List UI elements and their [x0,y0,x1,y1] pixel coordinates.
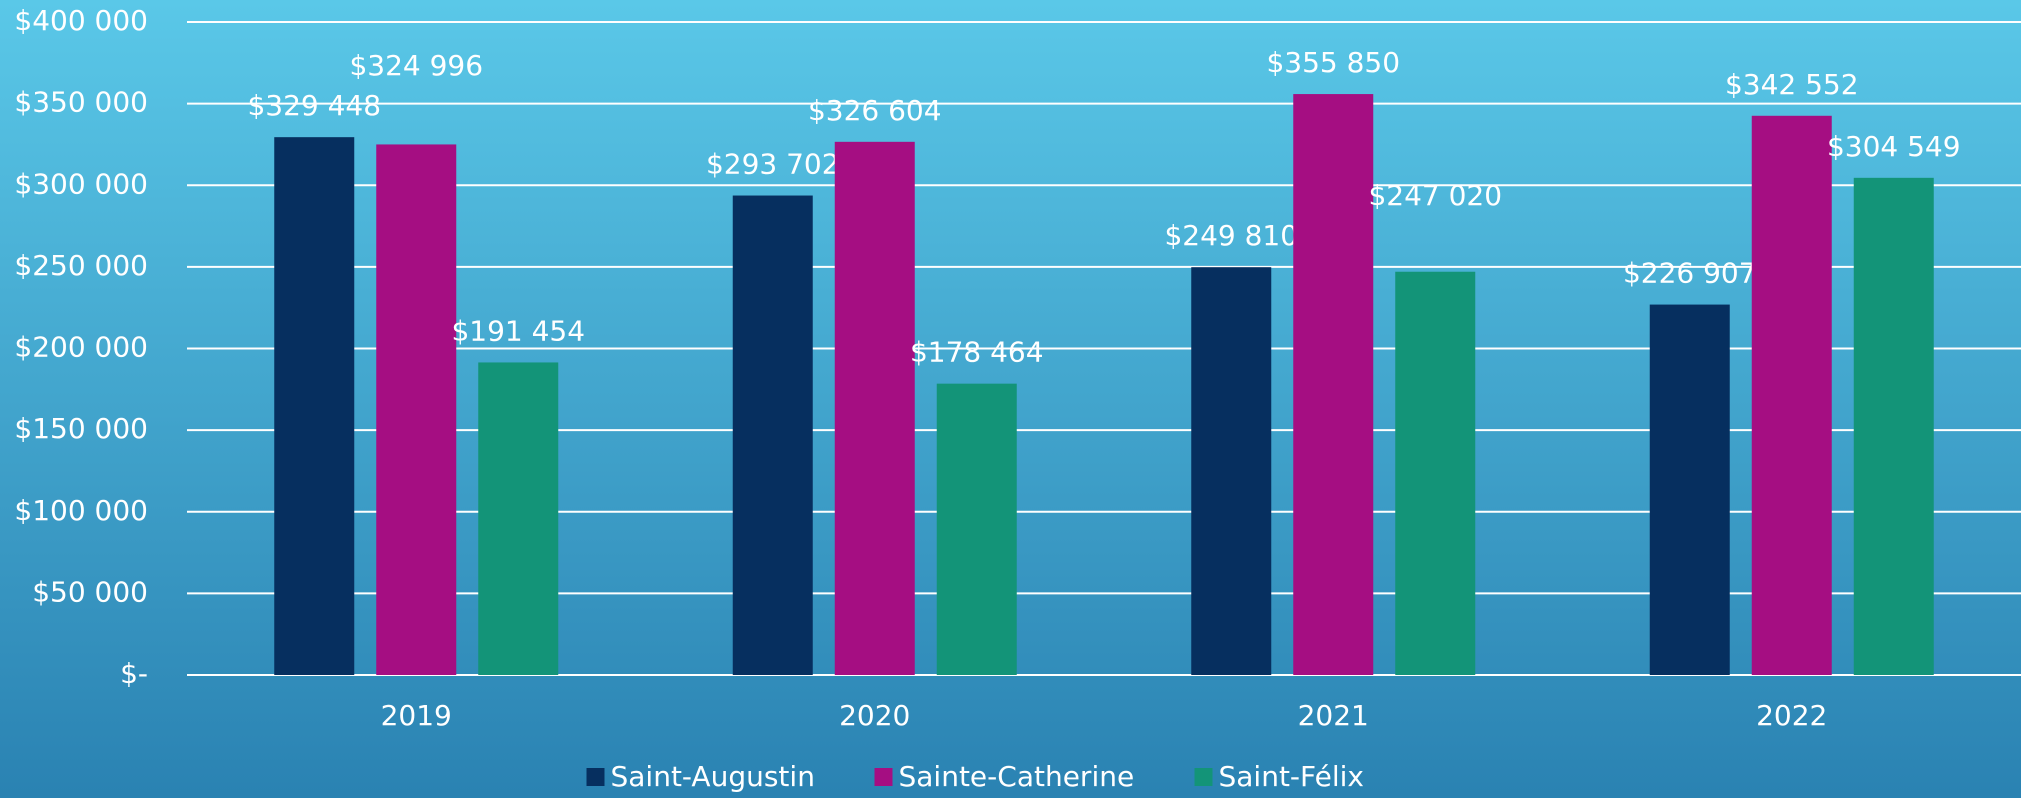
y-tick-label: $400 000 [14,4,148,37]
data-label: $191 454 [451,314,585,347]
bar [1395,271,1476,675]
bar [1293,94,1374,675]
y-tick-label: $150 000 [14,412,148,445]
y-tick-label: $100 000 [14,494,148,527]
bar [1751,115,1832,675]
bar [1191,267,1272,675]
bar [1649,304,1730,675]
data-label: $226 907 [1623,257,1757,290]
data-label: $329 448 [247,89,381,122]
bar [478,362,559,675]
legend-label: Saint-Félix [1219,760,1364,793]
y-tick-label: $250 000 [14,249,148,282]
x-tick-label: 2021 [1298,699,1369,732]
data-label: $324 996 [349,49,483,82]
data-label: $249 810 [1164,219,1298,252]
data-label: $247 020 [1368,179,1502,212]
data-label: $355 850 [1266,46,1400,79]
bar [732,195,813,675]
y-tick-label: $50 000 [32,575,148,608]
y-tick-label: $- [120,657,148,690]
legend-label: Saint-Augustin [611,760,815,793]
bar [834,141,915,675]
data-label: $304 549 [1827,130,1961,163]
data-label: $293 702 [706,148,840,181]
x-tick-label: 2019 [381,699,452,732]
x-tick-label: 2020 [839,699,910,732]
y-tick-label: $300 000 [14,167,148,200]
legend-swatch [874,768,893,786]
data-label: $178 464 [910,336,1044,369]
bar [376,144,457,675]
data-label: $326 604 [808,94,942,127]
y-tick-label: $200 000 [14,331,148,364]
bar [1853,177,1934,675]
x-tick-label: 2022 [1756,699,1827,732]
y-tick-label: $350 000 [14,86,148,119]
legend-label: Sainte-Catherine [899,760,1135,793]
legend-swatch [586,768,605,786]
bar [936,383,1017,675]
bar [274,137,355,675]
data-label: $342 552 [1725,68,1859,101]
legend-swatch [1194,768,1213,786]
